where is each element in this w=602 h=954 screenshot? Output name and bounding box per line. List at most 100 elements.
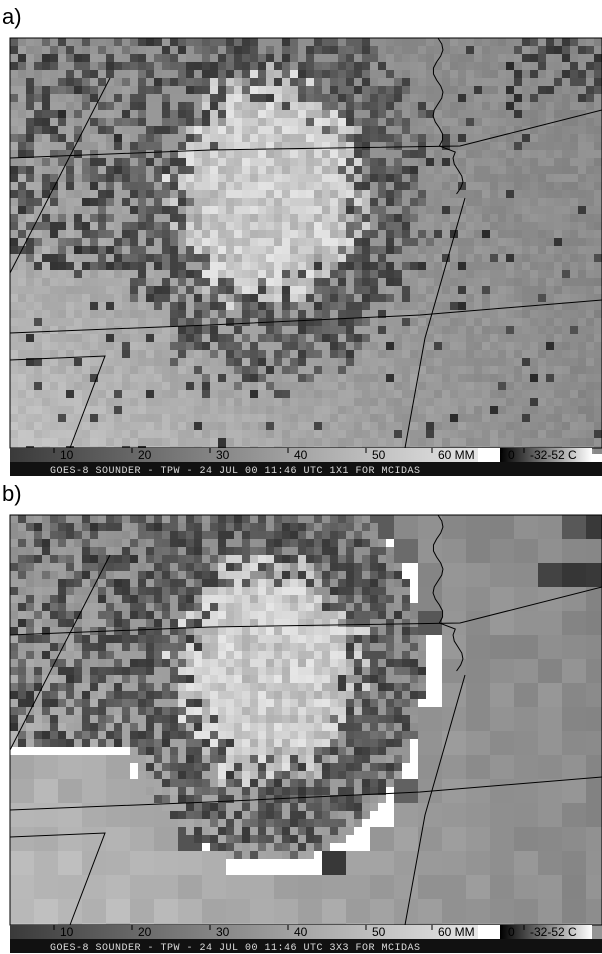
pixel [546,222,554,230]
pixel [546,358,554,366]
pixel [298,38,306,46]
pixel [362,571,370,579]
pixel [202,539,210,547]
pixel [538,390,546,398]
pixel [130,38,138,46]
pixel [306,595,314,603]
pixel [42,342,50,350]
pixel [346,334,354,342]
pixel [18,595,26,603]
pixel [98,190,106,198]
pixel [202,366,210,374]
pixel [170,342,178,350]
pixel [226,430,234,438]
pixel [18,134,26,142]
pixel [210,398,218,406]
pixel [162,126,170,134]
pixel [106,603,114,611]
pixel [290,539,298,547]
pixel [194,118,202,126]
pixel [458,374,466,382]
pixel [346,78,354,86]
pixel [42,547,50,555]
pixel [298,422,306,430]
pixel [402,651,410,659]
pixel [426,398,434,406]
pixel [130,86,138,94]
pixel [66,246,74,254]
pixel [434,94,442,102]
pixel [394,254,402,262]
pixel [226,659,234,667]
pixel [74,46,82,54]
pixel [314,94,322,102]
pixel [554,142,562,150]
pixel [378,150,386,158]
pixel [50,70,58,78]
pixel [362,214,370,222]
pixel [282,270,290,278]
pixel [42,587,50,595]
pixel [106,214,114,222]
pixel [514,182,522,190]
pixel [178,539,186,547]
pixel [26,198,34,206]
pixel [18,126,26,134]
pixel [514,78,522,86]
pixel [314,555,322,563]
pixel [218,222,226,230]
pixel [42,334,50,342]
pixel [538,611,562,635]
pixel [114,611,122,619]
pixel [450,398,458,406]
pixel [10,619,18,627]
pixel [178,515,186,523]
pixel [442,539,466,563]
pixel [138,651,146,659]
pixel [234,422,242,430]
pixel [570,246,578,254]
pixel [354,611,362,619]
pixel [66,230,74,238]
pixel [266,627,274,635]
pixel [178,398,186,406]
pixel [258,62,266,70]
pixel [122,627,130,635]
pixel [386,38,394,46]
pixel [298,262,306,270]
pixel [594,198,602,206]
pixel [146,579,154,587]
pixel [82,102,90,110]
pixel [594,206,602,214]
pixel [186,118,194,126]
pixel [330,579,338,587]
pixel [442,422,450,430]
pixel [130,611,138,619]
pixel [106,62,114,70]
pixel [402,198,410,206]
pixel [98,294,106,302]
pixel [386,166,394,174]
pixel [490,254,498,262]
pixel [426,238,434,246]
pixel [538,158,546,166]
colorbar-label: 30 [216,448,230,462]
pixel [402,262,410,270]
pixel [114,302,122,310]
pixel [402,406,410,414]
pixel [418,342,426,350]
pixel [170,46,178,54]
pixel [322,627,330,635]
pixel [274,118,282,126]
pixel [98,555,106,563]
pixel [434,238,442,246]
pixel [474,278,482,286]
pixel [234,150,242,158]
pixel [66,126,74,134]
pixel [66,603,74,611]
pixel [482,110,490,118]
pixel [90,422,98,430]
pixel [218,238,226,246]
pixel [178,587,186,595]
pixel [82,134,90,142]
